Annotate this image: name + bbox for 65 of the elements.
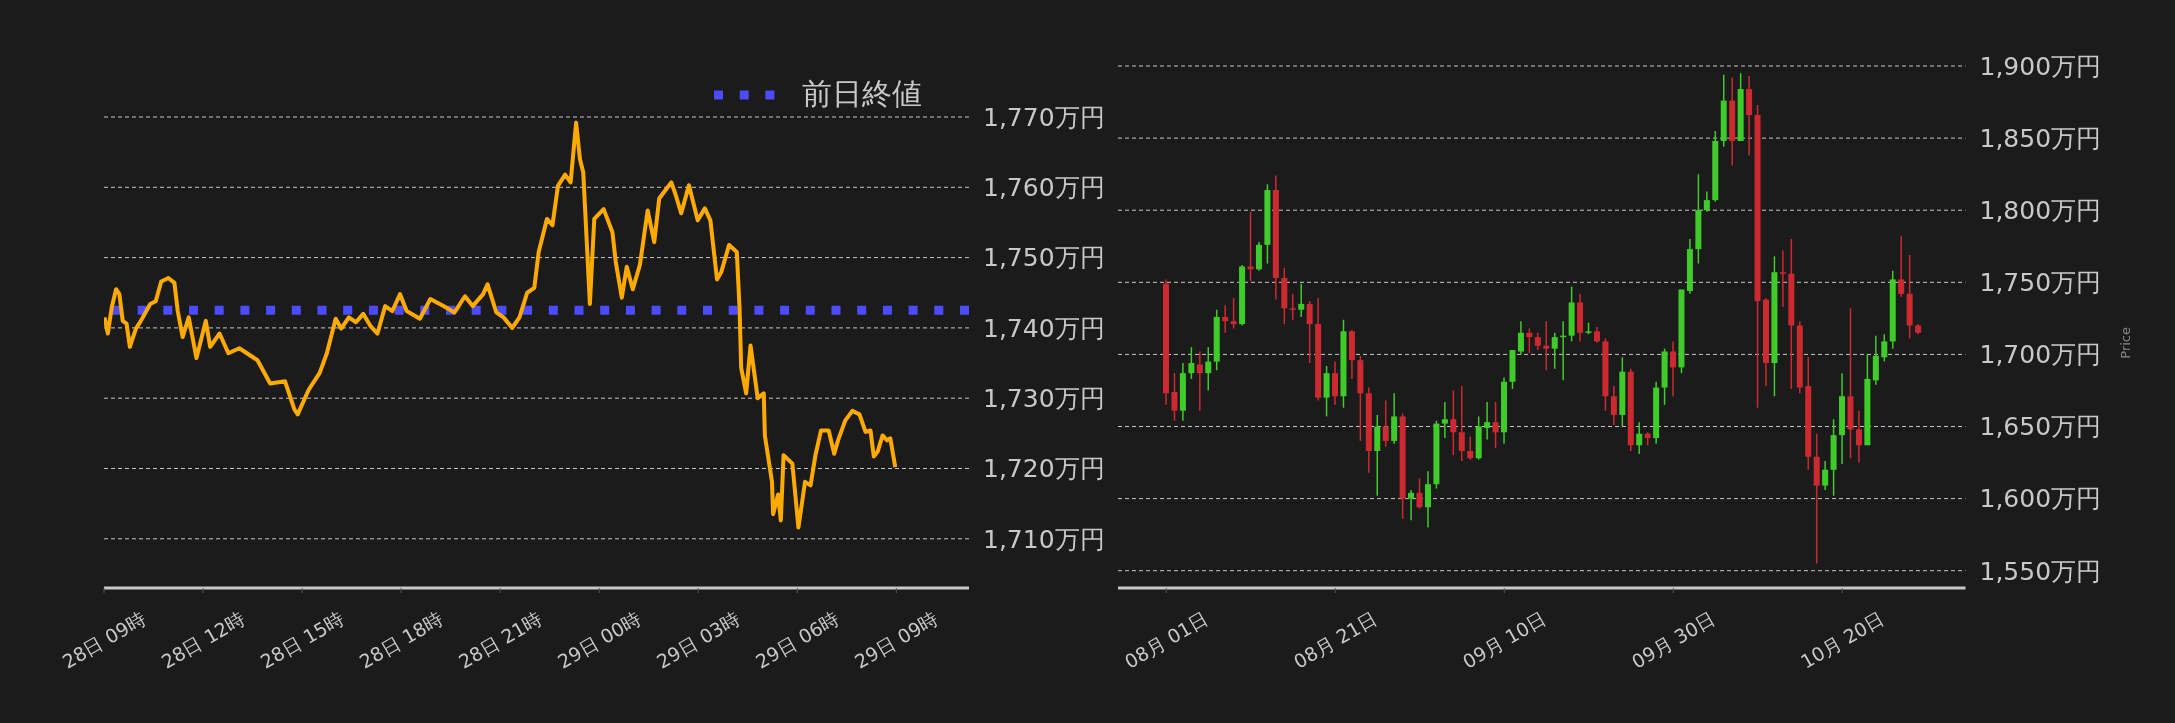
candlestick <box>1779 249 1786 308</box>
y-tick-label: 1,710万円 <box>983 524 1105 554</box>
x-tick-label: 08月 21日 <box>1289 607 1381 673</box>
candlestick <box>1289 293 1296 321</box>
candlestick <box>1492 401 1499 449</box>
y-tick-label: 1,800万円 <box>1979 196 2102 226</box>
candlestick <box>1458 385 1465 462</box>
candlestick <box>1306 300 1313 364</box>
y-tick-label: 1,740万円 <box>983 313 1105 343</box>
x-tick-label: 28日 15時 <box>256 607 348 673</box>
x-tick-label: 28日 21時 <box>454 607 546 673</box>
y-tick-label: 1,760万円 <box>983 173 1105 203</box>
y-tick-label: 1,600万円 <box>1979 484 2102 514</box>
candlestick <box>1543 320 1550 372</box>
y-tick-label: 1,730万円 <box>983 384 1105 414</box>
x-tick-label: 28日 12時 <box>157 607 249 673</box>
x-tick-label: 29日 03時 <box>652 607 744 673</box>
x-tick-label: 28日 09時 <box>58 607 150 673</box>
candlestick <box>1855 409 1862 464</box>
candlestick <box>1822 460 1829 491</box>
candlestick <box>1247 210 1254 282</box>
candlestick <box>1636 421 1643 455</box>
candlestick <box>1450 389 1457 457</box>
candlestick <box>1298 282 1305 318</box>
y-tick-label: 1,750万円 <box>983 243 1105 273</box>
y-tick-label: 1,850万円 <box>1979 123 2102 153</box>
x-tick-label: 28日 18時 <box>355 607 447 673</box>
x-tick-label: 10月 20日 <box>1796 607 1888 673</box>
candlestick <box>1171 372 1178 422</box>
candlestick <box>1408 489 1415 521</box>
x-tick-label: 29日 09時 <box>850 607 942 673</box>
x-tick-label: 09月 10日 <box>1458 607 1550 673</box>
candlestick <box>1517 320 1524 356</box>
candlestick <box>1551 332 1558 370</box>
x-tick-label: 29日 06時 <box>751 607 843 673</box>
y-tick-label: 1,650万円 <box>1979 412 2102 442</box>
y-axis-title: Price <box>2118 327 2134 359</box>
candlestick <box>1670 340 1677 397</box>
candlestick <box>1230 297 1237 330</box>
y-tick-label: 1,900万円 <box>1979 51 2102 81</box>
candlestick <box>1526 327 1533 354</box>
candlestick <box>1610 385 1617 426</box>
candlestick <box>1898 235 1905 298</box>
y-tick-label: 1,750万円 <box>1979 268 2102 298</box>
y-tick-label: 1,720万円 <box>983 454 1105 484</box>
y-tick-label: 1,700万円 <box>1979 340 2102 370</box>
candlestick <box>1441 401 1448 439</box>
candlestick <box>1467 435 1474 461</box>
candlestick <box>1222 304 1229 334</box>
y-tick-label: 1,770万円 <box>983 102 1105 132</box>
candlestick <box>1703 190 1710 213</box>
x-tick-label: 09月 30日 <box>1627 607 1719 673</box>
x-tick-label: 08月 01日 <box>1120 607 1212 673</box>
y-tick-label: 1,550万円 <box>1979 556 2102 586</box>
legend-label: 前日終値 <box>802 75 922 113</box>
candlestick <box>1881 333 1888 363</box>
candlestick <box>1382 399 1389 448</box>
candlestick <box>1205 346 1212 392</box>
candlestick <box>1484 401 1491 441</box>
candlestick <box>1416 477 1423 510</box>
candlestick <box>1196 350 1203 412</box>
candlestick <box>1188 346 1195 380</box>
candlestick <box>1424 470 1431 529</box>
candlestick <box>1332 360 1339 406</box>
x-tick-label: 29日 00時 <box>553 607 645 673</box>
